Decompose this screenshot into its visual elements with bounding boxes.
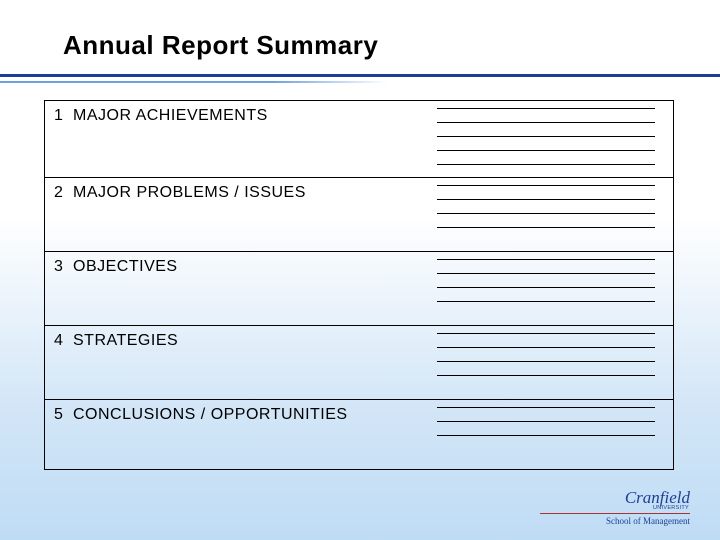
row-lines xyxy=(437,185,655,241)
brand-divider xyxy=(540,513,690,514)
writing-line xyxy=(437,185,655,186)
row-number: 1 xyxy=(54,107,63,125)
writing-line xyxy=(437,301,655,302)
brand-university: UNIVERSITY xyxy=(540,505,689,511)
writing-line xyxy=(437,136,655,137)
writing-line xyxy=(437,435,655,436)
writing-line xyxy=(437,227,655,228)
writing-line xyxy=(437,375,655,376)
table-row: 5 CONCLUSIONS / OPPORTUNITIES xyxy=(45,399,673,471)
title-rule-thin xyxy=(0,81,388,83)
row-number: 3 xyxy=(54,258,63,276)
writing-line xyxy=(437,164,655,165)
writing-line xyxy=(437,150,655,151)
writing-line xyxy=(437,199,655,200)
row-lines xyxy=(437,108,655,178)
footer-brand: Cranfield UNIVERSITY School of Managemen… xyxy=(540,489,690,526)
row-number: 5 xyxy=(54,406,63,424)
page-title: Annual Report Summary xyxy=(63,30,378,61)
brand-school: School of Management xyxy=(540,516,690,526)
table-row: 2 MAJOR PROBLEMS / ISSUES xyxy=(45,177,673,251)
row-label: MAJOR PROBLEMS / ISSUES xyxy=(73,184,306,202)
writing-line xyxy=(437,421,655,422)
row-number: 2 xyxy=(54,184,63,202)
row-number: 4 xyxy=(54,332,63,350)
writing-line xyxy=(437,361,655,362)
table-row: 3 OBJECTIVES xyxy=(45,251,673,325)
row-label: MAJOR ACHIEVEMENTS xyxy=(73,107,268,125)
row-lines xyxy=(437,407,655,449)
writing-line xyxy=(437,273,655,274)
writing-line xyxy=(437,287,655,288)
brand-name: Cranfield xyxy=(540,489,690,506)
title-rule-thick xyxy=(0,74,720,77)
row-lines xyxy=(437,259,655,315)
table-row: 4 STRATEGIES xyxy=(45,325,673,399)
row-lines xyxy=(437,333,655,389)
table-row: 1 MAJOR ACHIEVEMENTS xyxy=(45,101,673,177)
writing-line xyxy=(437,213,655,214)
row-label: CONCLUSIONS / OPPORTUNITIES xyxy=(73,406,348,424)
writing-line xyxy=(437,108,655,109)
writing-line xyxy=(437,347,655,348)
writing-line xyxy=(437,122,655,123)
summary-table: 1 MAJOR ACHIEVEMENTS 2 MAJOR PROBLEMS / ISS… xyxy=(44,100,674,470)
writing-line xyxy=(437,407,655,408)
row-label: STRATEGIES xyxy=(73,332,178,350)
writing-line xyxy=(437,333,655,334)
row-label: OBJECTIVES xyxy=(73,258,178,276)
writing-line xyxy=(437,259,655,260)
